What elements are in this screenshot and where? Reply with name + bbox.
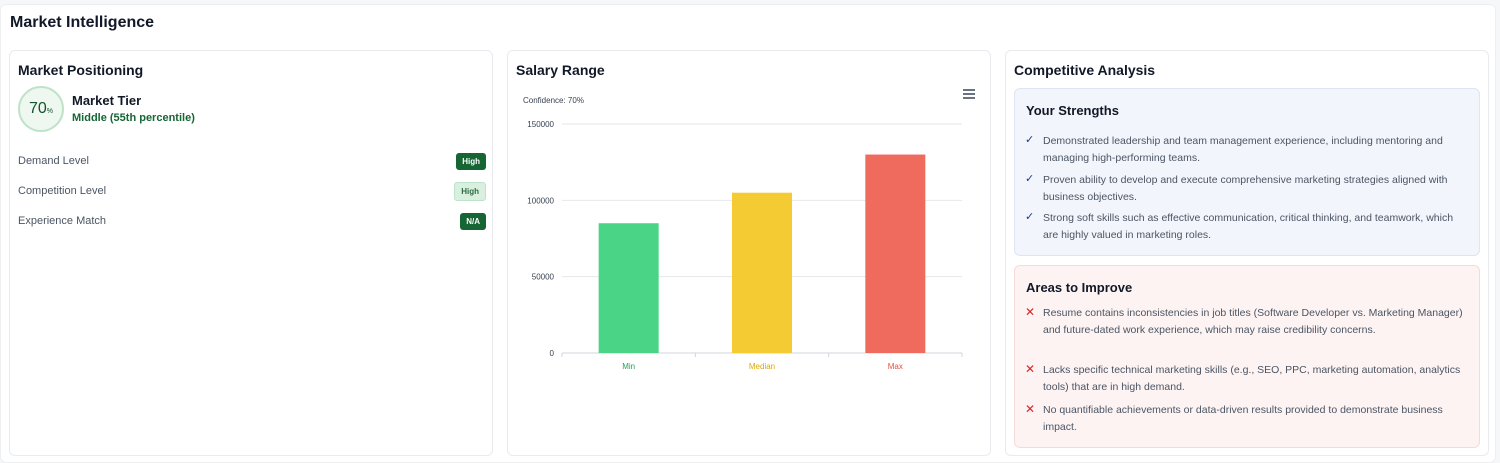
improvements-panel: Areas to Improve ✕ Resume contains incon…: [1014, 265, 1480, 448]
salary-range-title: Salary Range: [516, 62, 605, 78]
strength-text: Proven ability to develop and execute co…: [1043, 174, 1448, 203]
page-title: Market Intelligence: [10, 14, 155, 31]
status-badge: High: [456, 152, 486, 170]
list-item: ✓ Strong soft skills such as effective c…: [1025, 210, 1471, 244]
list-item: ✕ Resume contains inconsistencies in job…: [1025, 305, 1471, 339]
salary-bar-chart: Confidence: 70% 0 50000 100000 150000 Min Med…: [523, 96, 963, 371]
x-tick-label: Max: [888, 362, 903, 371]
market-positioning-title: Market Positioning: [18, 62, 144, 78]
improvements-title: Areas to Improve: [1026, 280, 1133, 295]
y-tick-label: 150000: [527, 120, 554, 129]
check-icon: ✓: [1025, 173, 1035, 185]
competitive-analysis-card: Competitive Analysis Your Strengths ✓ De…: [1005, 50, 1489, 456]
list-item: ✕ No quantifiable achievements or data-d…: [1025, 402, 1471, 436]
metric-competition-level: Competition Level High: [18, 181, 486, 201]
check-icon: ✓: [1025, 211, 1035, 223]
x-tick-label: Median: [749, 362, 775, 371]
metric-label: Demand Level: [18, 155, 89, 167]
bar-median[interactable]: [732, 192, 792, 353]
market-intelligence-page: Market Intelligence Market Positioning 7…: [0, 4, 1496, 463]
salary-range-card: Salary Range Confidence: 70% 0 50000 10000…: [507, 50, 991, 456]
strengths-panel: Your Strengths ✓ Demonstrated leadership…: [1014, 88, 1480, 256]
check-icon: ✓: [1025, 134, 1035, 146]
status-badge: High: [454, 181, 486, 201]
cross-icon: ✕: [1025, 402, 1036, 416]
list-item: ✕ Lacks specific technical marketing ski…: [1025, 362, 1471, 396]
status-badge: N/A: [460, 212, 486, 230]
improvement-text: No quantifiable achievements or data-dri…: [1043, 404, 1443, 433]
y-tick-label: 0: [550, 349, 555, 358]
improvement-text: Lacks specific technical marketing skill…: [1043, 364, 1461, 393]
y-tick-label: 50000: [532, 273, 555, 282]
score-gauge: 70 %: [18, 86, 64, 132]
strength-text: Strong soft skills such as effective com…: [1043, 212, 1454, 241]
metric-experience-match: Experience Match N/A: [18, 211, 486, 231]
market-tier-label: Market Tier: [72, 93, 142, 108]
list-item: ✓ Proven ability to develop and execute …: [1025, 172, 1471, 206]
metric-label: Competition Level: [18, 185, 107, 197]
metric-demand-level: Demand Level High: [18, 151, 486, 171]
bar-min[interactable]: [598, 223, 659, 353]
x-tick-label: Min: [622, 362, 635, 371]
cross-icon: ✕: [1025, 305, 1036, 319]
metric-label: Experience Match: [18, 215, 107, 227]
strengths-title: Your Strengths: [1026, 103, 1119, 118]
chart-menu-icon[interactable]: [963, 89, 975, 101]
market-tier-value: Middle (55th percentile): [72, 112, 195, 124]
strength-text: Demonstrated leadership and team managem…: [1043, 135, 1443, 164]
list-item: ✓ Demonstrated leadership and team manag…: [1025, 133, 1471, 167]
y-tick-label: 100000: [527, 196, 554, 205]
competitive-analysis-title: Competitive Analysis: [1014, 62, 1156, 78]
score-unit: %: [46, 108, 54, 115]
improvement-text: Resume contains inconsistencies in job t…: [1043, 307, 1463, 336]
chart-subtitle: Confidence: 70%: [523, 96, 584, 105]
score-value: 70: [28, 100, 47, 117]
market-positioning-card: Market Positioning 70 % Market Tier Midd…: [9, 50, 493, 456]
bar-max[interactable]: [865, 154, 926, 353]
cross-icon: ✕: [1025, 362, 1036, 376]
